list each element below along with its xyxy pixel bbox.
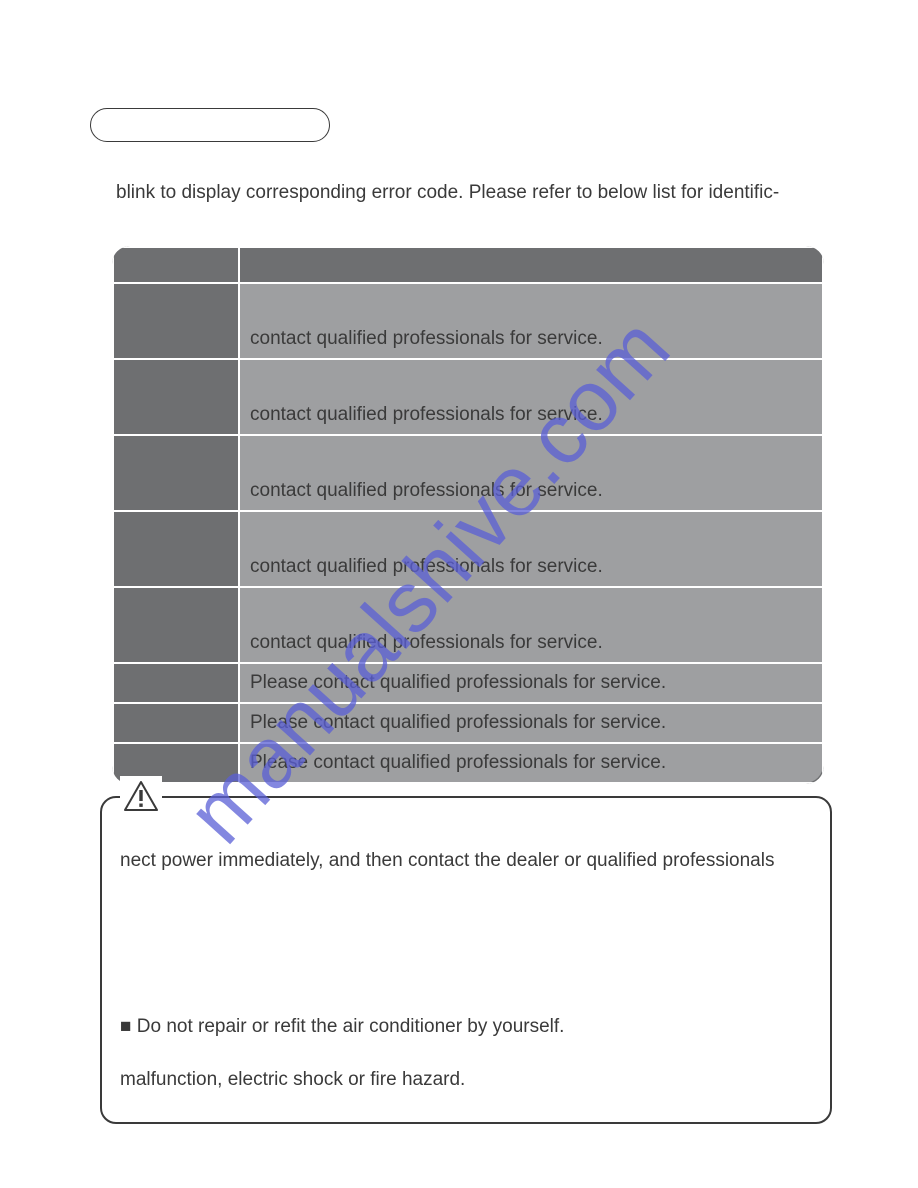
warning-line-2: ■ Do not repair or refit the air conditi… [120,1014,818,1040]
table-header-code [113,247,239,283]
table-cell-desc: Please contact qualified professionals f… [239,663,823,703]
table-row: contact qualified professionals for serv… [113,511,823,587]
table-header-row [113,247,823,283]
table-cell-desc: Please contact qualified professionals f… [239,743,823,783]
warning-line-3: malfunction, electric shock or fire haza… [120,1067,818,1093]
table-row: contact qualified professionals for serv… [113,359,823,435]
warning-icon [120,776,162,816]
table-cell-desc: Please contact qualified professionals f… [239,703,823,743]
table-row: contact qualified professionals for serv… [113,283,823,359]
table-cell-desc: contact qualified professionals for serv… [239,587,823,663]
table-cell-code [113,359,239,435]
section-pill [90,108,330,142]
table-cell-code [113,703,239,743]
table-cell-desc: contact qualified professionals for serv… [239,283,823,359]
warning-line-1: nect power immediately, and then contact… [120,848,818,874]
table-cell-code [113,435,239,511]
table-cell-desc: contact qualified professionals for serv… [239,435,823,511]
table-cell-code [113,511,239,587]
table-row: Please contact qualified professionals f… [113,703,823,743]
table: contact qualified professionals for serv… [112,246,824,784]
table-header-desc [239,247,823,283]
table-row: Please contact qualified professionals f… [113,663,823,703]
error-code-table: contact qualified professionals for serv… [112,246,824,784]
table-cell-desc: contact qualified professionals for serv… [239,511,823,587]
warning-box: nect power immediately, and then contact… [100,796,832,1124]
table-cell-desc: contact qualified professionals for serv… [239,359,823,435]
table-row: Please contact qualified professionals f… [113,743,823,783]
table-cell-code [113,587,239,663]
table-cell-code [113,663,239,703]
table-cell-code [113,283,239,359]
table-row: contact qualified professionals for serv… [113,587,823,663]
page: blink to display corresponding error cod… [0,0,918,1188]
intro-text: blink to display corresponding error cod… [116,180,836,206]
table-row: contact qualified professionals for serv… [113,435,823,511]
